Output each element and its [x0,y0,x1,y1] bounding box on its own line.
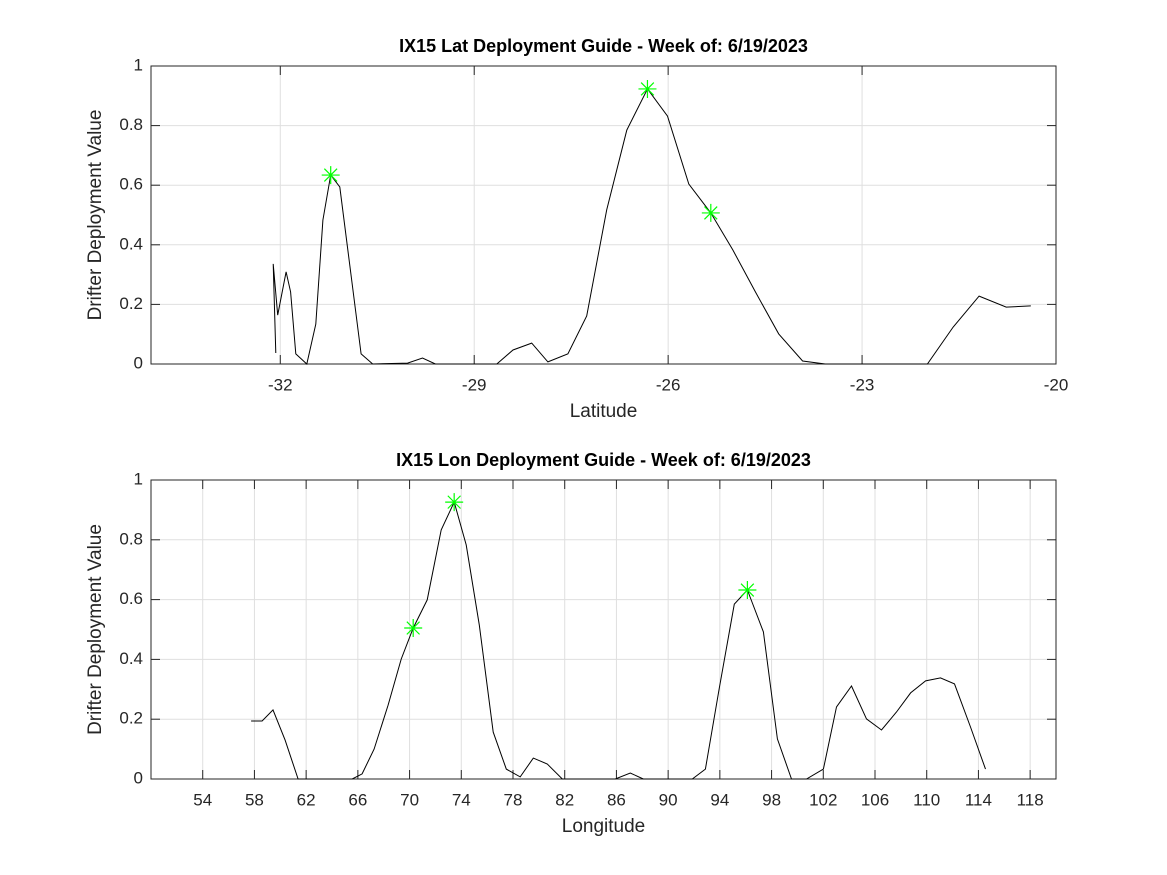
data-line [251,500,986,780]
y-axis-label: Drifter Deployment Value [85,110,106,321]
x-tick-label: 62 [297,790,316,809]
plot-area [151,480,1056,779]
x-tick-label: 98 [762,790,781,809]
y-tick-label: 0.8 [119,115,143,134]
x-tick-label: 74 [452,790,471,809]
x-tick-label: -32 [268,375,293,394]
y-tick-label: 0 [134,768,143,787]
star-marker [738,581,757,600]
y-tick-label: 1 [134,469,143,488]
data-line [272,87,1031,365]
star-marker [701,203,720,222]
x-tick-label: 90 [659,790,678,809]
x-tick-label: 58 [245,790,264,809]
x-tick-label: 78 [504,790,523,809]
x-tick-label: 94 [710,790,729,809]
star-marker [404,619,423,638]
y-tick-label: 0.4 [119,649,143,668]
x-tick-label: -26 [656,375,681,394]
star-marker [638,79,657,98]
y-tick-label: 1 [134,55,143,74]
y-tick-label: 0.8 [119,529,143,548]
y-tick-label: 0 [134,353,143,372]
y-tick-label: 0.2 [119,294,143,313]
y-tick-label: 0.6 [119,589,143,608]
x-tick-label: -20 [1044,375,1069,394]
x-tick-label: 114 [965,790,992,809]
x-tick-label: -23 [850,375,875,394]
x-tick-label: 110 [913,790,940,809]
x-tick-label: 66 [348,790,367,809]
x-axis-label: Latitude [570,401,638,422]
x-tick-label: 102 [809,790,837,809]
y-tick-label: 0.2 [119,709,143,728]
x-tick-label: 86 [607,790,626,809]
chart-title: IX15 Lon Deployment Guide - Week of: 6/1… [396,450,811,470]
x-tick-label: 118 [1017,790,1044,809]
x-tick-label: 82 [555,790,574,809]
x-tick-label: -29 [462,375,487,394]
y-tick-label: 0.6 [119,175,143,194]
axes-box [150,65,1057,365]
x-tick-label: 106 [861,790,889,809]
y-tick-label: 0.4 [119,234,143,253]
chart-title: IX15 Lat Deployment Guide - Week of: 6/1… [399,36,808,56]
x-axis-label: Longitude [562,816,645,837]
x-tick-label: 54 [193,790,212,809]
y-axis-label: Drifter Deployment Value [85,524,106,735]
star-marker [321,166,340,185]
star-marker [445,493,464,512]
x-tick-label: 70 [400,790,419,809]
plot-area [151,66,1056,364]
